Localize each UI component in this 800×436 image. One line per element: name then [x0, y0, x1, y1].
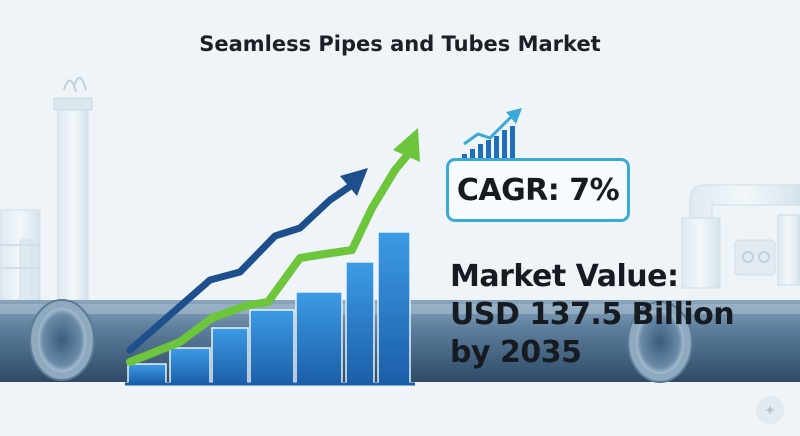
growth-bar	[211, 327, 249, 385]
market-value-year: by 2035	[450, 335, 582, 370]
sparkle-icon: ✦	[756, 396, 784, 424]
cagr-text: CAGR: 7%	[456, 172, 620, 208]
dark-blue-trend-arrow	[126, 168, 368, 354]
page-title: Seamless Pipes and Tubes Market	[199, 32, 601, 56]
background-pipes-left	[0, 77, 93, 311]
growth-bar	[295, 291, 343, 385]
background-pipes-right	[681, 184, 800, 289]
market-value-label: Market Value:	[450, 259, 679, 294]
growth-bar	[377, 231, 411, 385]
growth-bar	[249, 309, 295, 385]
bar-chart-growth-icon	[458, 108, 522, 166]
market-value-block: Market Value: USD 137.5 Billion by 2035	[450, 258, 780, 372]
cagr-badge: CAGR: 7%	[446, 158, 630, 222]
green-trend-arrow	[126, 128, 420, 366]
market-value-amount: USD 137.5 Billion	[450, 297, 735, 332]
growth-bar	[127, 363, 167, 385]
growth-bar	[345, 261, 375, 385]
growth-bar	[169, 347, 211, 385]
